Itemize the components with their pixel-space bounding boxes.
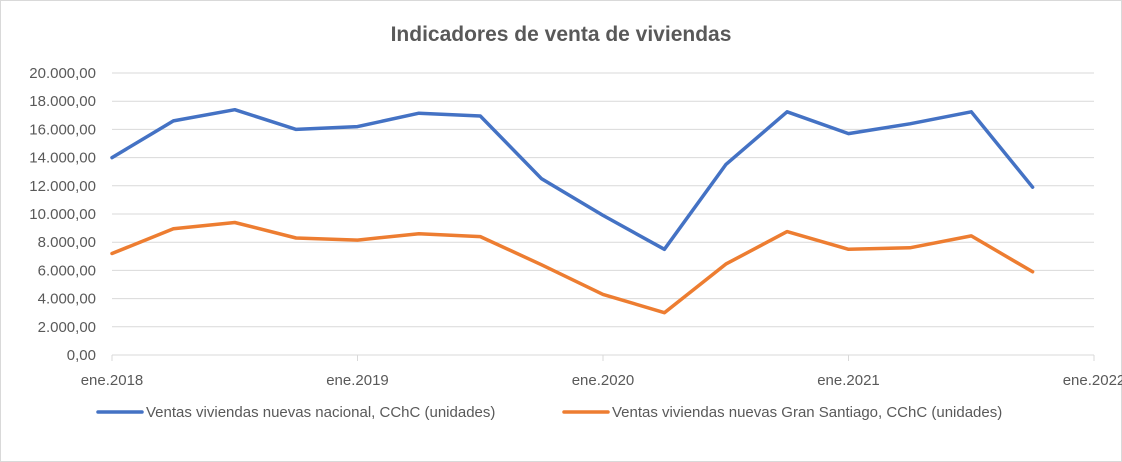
y-tick-label: 20.000,00 bbox=[29, 65, 96, 82]
x-tick-label: ene.2021 bbox=[817, 372, 880, 389]
y-tick-label: 8.000,00 bbox=[38, 234, 96, 251]
y-tick-label: 6.000,00 bbox=[38, 262, 96, 279]
y-tick-label: 12.000,00 bbox=[29, 178, 96, 195]
y-tick-label: 0,00 bbox=[67, 347, 96, 364]
y-tick-label: 4.000,00 bbox=[38, 291, 96, 308]
legend-label-1: Ventas viviendas nuevas nacional, CChC (… bbox=[146, 404, 495, 421]
chart-title: Indicadores de venta de viviendas bbox=[391, 23, 732, 46]
y-tick-label: 16.000,00 bbox=[29, 121, 96, 138]
series-line-1 bbox=[110, 107, 1035, 252]
y-tick-label: 14.000,00 bbox=[29, 150, 96, 167]
y-tick-label: 10.000,00 bbox=[29, 206, 96, 223]
series-line-2 bbox=[110, 220, 1035, 315]
gridlines bbox=[112, 72, 1094, 328]
x-tick-label: ene.2019 bbox=[326, 372, 389, 389]
legend-label-2: Ventas viviendas nuevas Gran Santiago, C… bbox=[612, 404, 1002, 421]
y-tick-label: 2.000,00 bbox=[38, 319, 96, 336]
series-lines bbox=[110, 107, 1035, 315]
x-tick-label: ene.2022 bbox=[1063, 372, 1122, 389]
x-tick-label: ene.2018 bbox=[81, 372, 144, 389]
x-tick-label: ene.2020 bbox=[572, 372, 635, 389]
y-tick-label: 18.000,00 bbox=[29, 93, 96, 110]
legend: Ventas viviendas nuevas nacional, CChC (… bbox=[96, 404, 1002, 421]
axes: 0,00 2.000,00 4.000,00 6.000,00 8.000,00 10.0… bbox=[29, 65, 1122, 389]
